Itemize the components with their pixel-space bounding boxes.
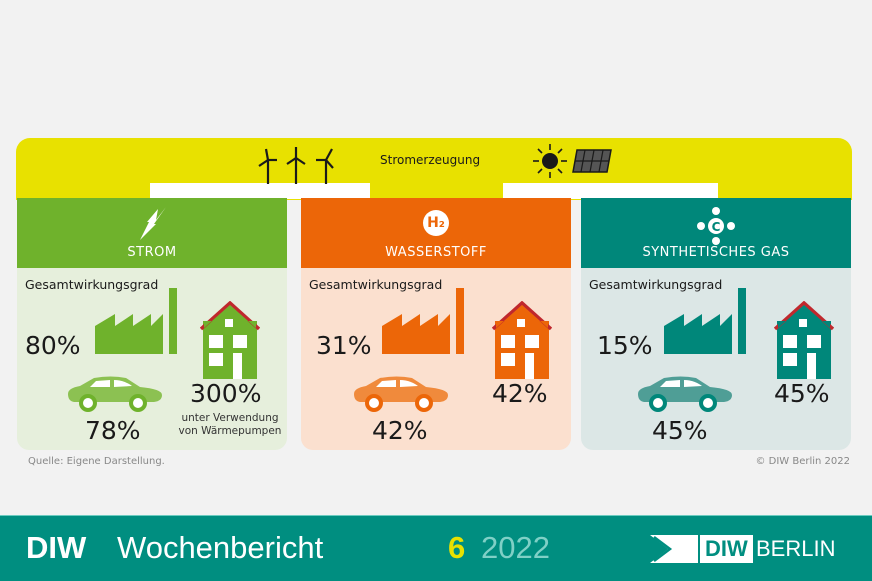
industry-efficiency: 31% (316, 331, 372, 360)
house-icon (200, 301, 260, 379)
footer-diw: DIW (26, 530, 87, 565)
efficiency-label: Gesamtwirkungsgrad (25, 277, 159, 292)
house-note-line: von Wärmepumpen (178, 425, 282, 437)
panel-header: STROM (17, 198, 287, 268)
footer: DIW Wochenbericht 6 2022 DIW BERLIN (0, 515, 872, 581)
band-title: Stromerzeugung (380, 153, 481, 167)
footer-issue: 6 (448, 530, 466, 565)
logo-diw: DIW (700, 535, 753, 563)
efficiency-label: Gesamtwirkungsgrad (589, 277, 723, 292)
house-efficiency: 300% (190, 379, 262, 408)
carbon-label: C (712, 220, 721, 234)
connector (503, 183, 718, 199)
factory-icon (382, 288, 464, 354)
panel-strom: STROM Gesamtwirkungsgrad 80% 78% 300% un… (17, 198, 287, 450)
house-note-line: unter Verwendung (181, 412, 279, 424)
copyright: © DIW Berlin 2022 (755, 456, 850, 467)
car-efficiency: 42% (372, 416, 428, 445)
house-efficiency: 45% (774, 379, 830, 408)
panel-wasserstoff: H₂ WASSERSTOFF Gesamtwirkungsgrad 31% 42… (301, 198, 571, 450)
source-note: Quelle: Eigene Darstellung. (28, 456, 165, 467)
industry-efficiency: 15% (597, 331, 653, 360)
house-note: unter Verwendung von Wärmepumpen (175, 412, 285, 438)
logo-berlin: BERLIN (756, 536, 836, 561)
panel-synthetisches-gas: C SYNTHETISCHES GAS Gesamtwirkungsgrad 1… (581, 198, 851, 450)
efficiency-label: Gesamtwirkungsgrad (309, 277, 443, 292)
footer-publication: Wochenbericht (117, 530, 324, 565)
panel-title: WASSERSTOFF (385, 245, 487, 260)
wind-turbine-icon (258, 147, 334, 184)
car-icon (638, 376, 732, 412)
car-icon (68, 376, 162, 412)
car-efficiency: 78% (85, 416, 141, 445)
factory-icon (95, 288, 177, 354)
panel-title: STROM (127, 245, 177, 260)
panel-title: SYNTHETISCHES GAS (642, 245, 790, 260)
power-generation-band (16, 138, 852, 200)
car-efficiency: 45% (652, 416, 708, 445)
panel-header: H₂ WASSERSTOFF (301, 198, 571, 268)
panel-header: C SYNTHETISCHES GAS (581, 198, 851, 268)
h2-icon: H₂ (423, 210, 449, 236)
house-icon (774, 301, 834, 379)
house-efficiency: 42% (492, 379, 548, 408)
factory-icon (664, 288, 746, 354)
house-icon (492, 301, 552, 379)
sun-icon (533, 144, 567, 178)
connector (150, 183, 370, 199)
lightning-icon (140, 207, 166, 240)
car-icon (354, 376, 448, 412)
diw-logo-icon (650, 535, 698, 563)
footer-year: 2022 (481, 530, 550, 565)
solar-panel-icon (572, 149, 612, 173)
methane-molecule-icon: C (697, 207, 735, 245)
industry-efficiency: 80% (25, 331, 81, 360)
